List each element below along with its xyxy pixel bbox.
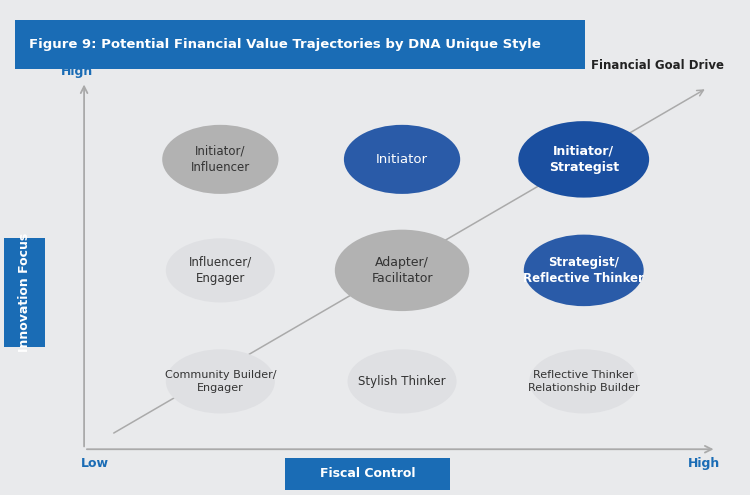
Text: Initiator: Initiator [376, 153, 428, 166]
Ellipse shape [524, 235, 644, 306]
Text: High: High [688, 456, 720, 470]
Text: High: High [61, 65, 93, 78]
Text: Figure 9: Potential Financial Value Trajectories by DNA Unique Style: Figure 9: Potential Financial Value Traj… [29, 38, 541, 51]
Ellipse shape [166, 238, 274, 302]
Ellipse shape [334, 230, 470, 311]
Text: Initiator/
Strategist: Initiator/ Strategist [549, 145, 619, 174]
FancyBboxPatch shape [0, 17, 614, 72]
Text: Financial Goal Drive: Financial Goal Drive [591, 59, 724, 72]
Ellipse shape [162, 125, 278, 194]
FancyBboxPatch shape [2, 232, 47, 352]
Text: Low: Low [80, 456, 109, 470]
Text: Influencer/
Engager: Influencer/ Engager [189, 255, 252, 285]
Ellipse shape [347, 349, 457, 413]
Text: Adapter/
Facilitator: Adapter/ Facilitator [371, 255, 433, 285]
Ellipse shape [518, 121, 650, 198]
FancyBboxPatch shape [277, 456, 458, 492]
Text: Strategist/
Reflective Thinker: Strategist/ Reflective Thinker [524, 255, 644, 285]
Text: Stylish Thinker: Stylish Thinker [358, 375, 446, 388]
Ellipse shape [530, 349, 638, 413]
Text: Initiator/
Influencer: Initiator/ Influencer [190, 145, 250, 174]
Ellipse shape [166, 349, 274, 413]
Text: Community Builder/
Engager: Community Builder/ Engager [164, 370, 276, 393]
Text: Innovation Focus: Innovation Focus [18, 233, 31, 351]
Text: Fiscal Control: Fiscal Control [320, 467, 416, 481]
Ellipse shape [344, 125, 460, 194]
Text: Reflective Thinker
Relationship Builder: Reflective Thinker Relationship Builder [528, 370, 640, 393]
